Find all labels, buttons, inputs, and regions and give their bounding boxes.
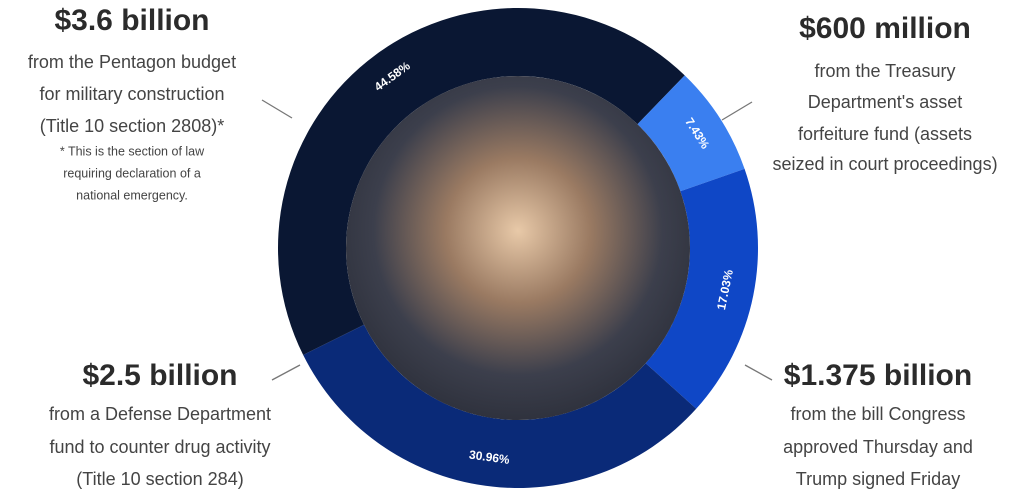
slice <box>645 168 758 409</box>
slice <box>303 324 697 489</box>
description: seized in court proceedings) <box>772 154 997 174</box>
description: from the Treasury <box>814 61 955 81</box>
footnote: requiring declaration of a <box>63 166 201 180</box>
slice <box>277 7 685 356</box>
description: (Title 10 section 284) <box>76 469 243 489</box>
leader-line <box>261 99 293 119</box>
leader-line <box>271 364 301 381</box>
slice <box>637 75 745 192</box>
amount: $3.6 billion <box>54 4 209 37</box>
description: Trump signed Friday <box>796 469 960 489</box>
description: fund to counter drug activity <box>49 437 270 457</box>
description: from the bill Congress <box>790 404 965 424</box>
description: Department's asset <box>808 92 963 112</box>
description: from a Defense Department <box>49 404 271 424</box>
description: forfeiture fund (assets <box>798 124 972 144</box>
value-label: 30.96% <box>468 448 511 467</box>
description: approved Thursday and <box>783 437 973 457</box>
amount: $1.375 billion <box>784 359 972 392</box>
amount: $2.5 billion <box>82 359 237 392</box>
description: (Title 10 section 2808)* <box>40 116 224 136</box>
footnote: * This is the section of law <box>60 144 205 158</box>
leader-line <box>721 101 753 121</box>
center-photo <box>346 76 690 420</box>
description: from the Pentagon budget <box>28 52 236 72</box>
footnote: national emergency. <box>76 188 188 202</box>
description: for military construction <box>39 84 224 104</box>
leader-line <box>744 364 773 381</box>
amount: $600 million <box>799 12 971 45</box>
donut: 44.58%7.43%17.03%30.96% <box>277 7 758 489</box>
